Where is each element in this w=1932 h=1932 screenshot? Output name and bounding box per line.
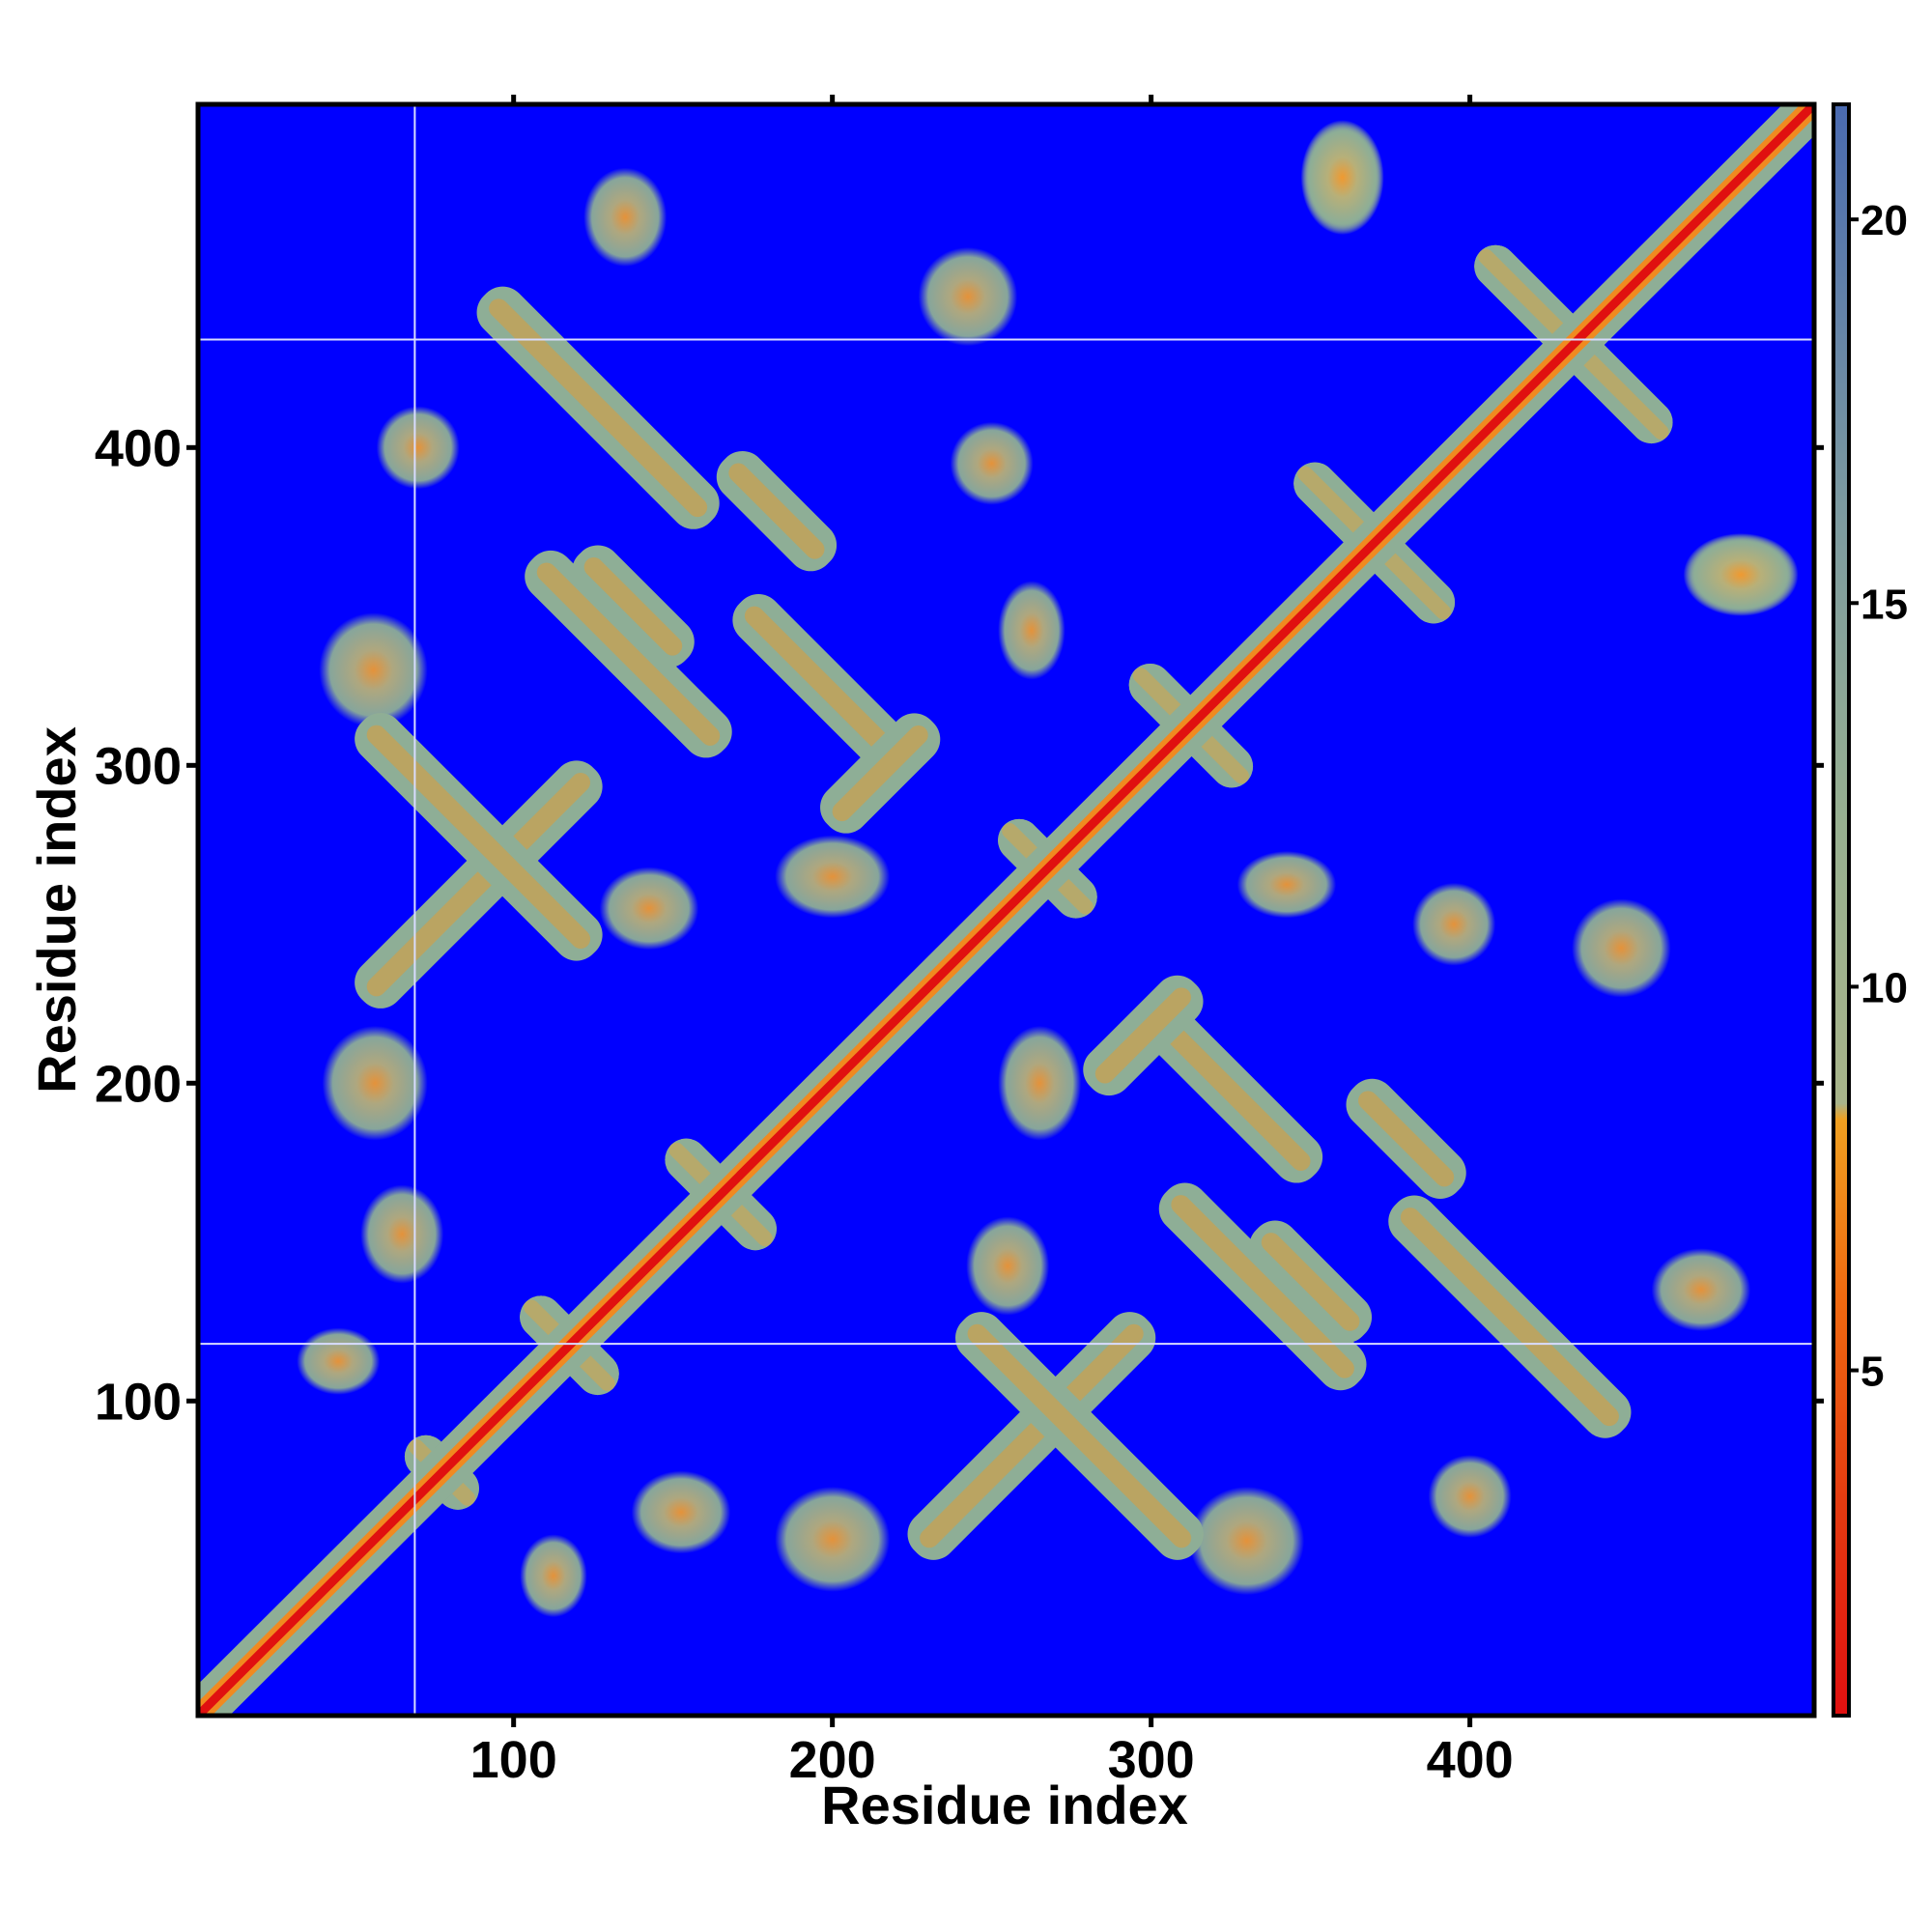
contact-feature-7-0: [716, 450, 838, 572]
contact-feature-13-1: [1572, 898, 1671, 998]
y-tick-label-0: 100: [95, 1373, 182, 1431]
colorbar-tick-label-2: 15: [1861, 581, 1908, 628]
contact-feature-6-1: [1083, 975, 1204, 1096]
y-tick-label-1: 200: [95, 1055, 182, 1113]
x-axis-title: Residue index: [821, 1775, 1188, 1835]
contact-feature-11-1: [1651, 1248, 1751, 1332]
contact-feature-20-0: [1683, 533, 1799, 616]
contact-feature-1-1: [955, 1312, 1204, 1560]
contact-feature-16-0: [775, 835, 891, 919]
contact-feature-15-1: [966, 1216, 1050, 1316]
contact-feature-11-0: [583, 167, 668, 267]
contact-feature-13-0: [918, 246, 1018, 347]
x-axis-ticks: 100 200 300 400: [470, 95, 1514, 1789]
contact-feature-12-0: [950, 421, 1034, 505]
contact-feature-10-1: [631, 1470, 731, 1554]
contact-feature-20-1: [1300, 120, 1384, 236]
x-tick-label-2: 300: [1108, 1731, 1195, 1789]
contact-feature-15-0: [599, 867, 699, 951]
colorbar-ticks: 5 10 15 20: [1849, 197, 1908, 1396]
contact-feature-9-1: [775, 1486, 891, 1592]
contact-feature-16-1: [998, 1025, 1082, 1141]
diagonal-core: [198, 104, 1814, 1716]
contact-feature-6-0: [820, 713, 941, 834]
colorbar-tick-label-0: 5: [1861, 1349, 1884, 1396]
colorbar-tick-label-1: 10: [1861, 964, 1908, 1011]
x-tick-label-3: 400: [1427, 1731, 1514, 1789]
contact-feature-2-0: [476, 286, 720, 529]
contact-feature-18-0: [376, 406, 460, 490]
contact-feature-8-0: [319, 612, 428, 727]
colorbar-tick-label-3: 20: [1861, 197, 1908, 244]
contact-feature-2-1: [1388, 1195, 1632, 1438]
contact-feature-3-0: [525, 550, 732, 758]
y-tick-label-3: 400: [95, 419, 182, 477]
contact-feature-14-0: [998, 581, 1065, 680]
contact-feature-3-1: [1158, 1182, 1367, 1391]
contact-feature-5-1: [1139, 999, 1323, 1183]
colorbar: [1832, 102, 1851, 1718]
plot-frame: [195, 101, 1817, 1719]
contact-feature-17-1: [520, 1534, 587, 1618]
diagonal-band: [198, 104, 1814, 1716]
x-tick-label-0: 100: [470, 1731, 557, 1789]
contact-feature-1-0: [355, 713, 603, 961]
contact-feature-18-1: [1428, 1455, 1512, 1538]
contact-feature-4-0: [572, 545, 695, 668]
contact-feature-4-1: [1249, 1220, 1373, 1344]
contact-feature-9-0: [322, 1025, 428, 1141]
contact-feature-10-0: [360, 1184, 444, 1284]
x-tick-label-1: 200: [789, 1731, 876, 1789]
contact-feature-14-1: [1236, 851, 1337, 919]
y-tick-label-2: 300: [95, 737, 182, 795]
contact-feature-17-0: [297, 1327, 381, 1395]
contact-feature-12-1: [1412, 882, 1496, 966]
contact-feature-7-1: [1346, 1078, 1466, 1200]
reference-lines: [198, 104, 1814, 1716]
contact-feature-0-0: [355, 760, 603, 1009]
contact-feature-8-1: [1189, 1486, 1305, 1596]
contact-feature-0-1: [907, 1312, 1156, 1560]
y-axis-ticks: 100 200 300 400: [95, 419, 1824, 1431]
y-axis-title: Residue index: [26, 726, 87, 1094]
contact-feature-5-0: [732, 594, 917, 779]
